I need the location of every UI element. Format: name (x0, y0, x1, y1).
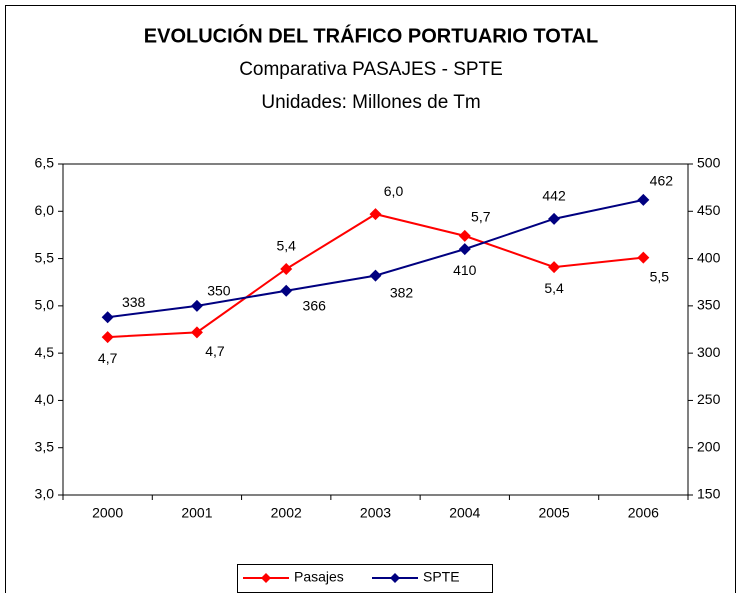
y-tick-label: 3,0 (35, 486, 55, 502)
x-tick-label: 2000 (92, 505, 123, 521)
point-marker (548, 212, 561, 225)
y2-tick-label: 300 (697, 344, 721, 360)
y-tick-label: 4,0 (35, 391, 55, 407)
point-marker (458, 243, 471, 256)
chart-subtitle: Unidades: Millones de Tm (261, 92, 480, 113)
chart-frame (5, 5, 736, 598)
legend-label: SPTE (423, 569, 460, 585)
data-label: 350 (207, 283, 231, 299)
chart-title: EVOLUCIÓN DEL TRÁFICO PORTUARIO TOTAL (144, 23, 598, 47)
point-marker (190, 299, 203, 312)
y-tick-label: 3,5 (35, 438, 55, 454)
point-marker (369, 208, 382, 221)
y-tick-label: 4,5 (35, 344, 55, 360)
data-label: 5,5 (650, 268, 670, 284)
y2-tick-label: 200 (697, 438, 721, 454)
x-tick-label: 2006 (628, 505, 659, 521)
point-marker (369, 269, 382, 282)
y-tick-label: 5,0 (35, 297, 55, 313)
point-marker (280, 284, 293, 297)
point-marker (280, 262, 293, 275)
data-label: 366 (303, 297, 327, 313)
point-marker (190, 326, 203, 339)
legend-swatch (261, 573, 271, 583)
x-tick-label: 2002 (271, 505, 302, 521)
x-tick-label: 2001 (181, 505, 212, 521)
plot-area (62, 163, 689, 496)
data-label: 5,4 (544, 280, 564, 296)
point-marker (101, 311, 114, 324)
y-tick-label: 6,5 (35, 155, 55, 171)
data-label: 6,0 (384, 183, 404, 199)
y2-tick-label: 400 (697, 249, 721, 265)
point-marker (548, 261, 561, 274)
y2-tick-label: 250 (697, 391, 721, 407)
y2-tick-label: 500 (697, 155, 721, 171)
data-label: 462 (650, 173, 674, 189)
legend-swatch (390, 573, 400, 583)
point-marker (637, 193, 650, 206)
y-tick-label: 5,5 (35, 249, 55, 265)
data-label: 4,7 (205, 343, 225, 359)
point-marker (637, 251, 650, 264)
chart-subtitle: Comparativa PASAJES - SPTE (239, 59, 503, 80)
y2-tick-label: 450 (697, 202, 721, 218)
data-label: 4,7 (98, 350, 118, 366)
x-tick-label: 2003 (360, 505, 391, 521)
legend (237, 564, 493, 593)
data-label: 382 (390, 284, 414, 300)
legend-label: Pasajes (294, 569, 344, 585)
x-tick-label: 2005 (538, 505, 569, 521)
data-label: 5,4 (276, 238, 296, 254)
y2-tick-label: 150 (697, 486, 721, 502)
point-marker (458, 229, 471, 242)
point-marker (101, 331, 114, 344)
data-label: 5,7 (471, 209, 491, 225)
data-label: 442 (542, 188, 566, 204)
x-tick-label: 2004 (449, 505, 480, 521)
y-tick-label: 6,0 (35, 202, 55, 218)
data-label: 338 (122, 294, 146, 310)
data-label: 410 (453, 262, 477, 278)
y2-tick-label: 350 (697, 297, 721, 313)
